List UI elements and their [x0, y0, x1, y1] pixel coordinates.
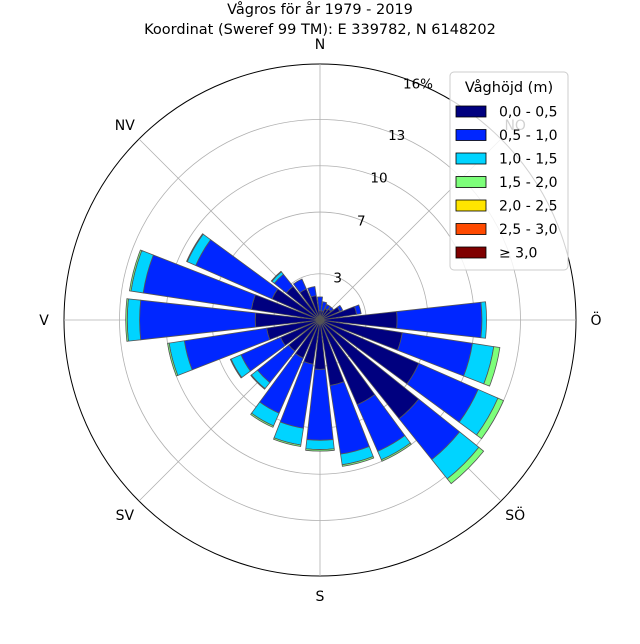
- polar-labels: NNOÖSÖSSVVNV37101316%: [39, 37, 601, 605]
- bar-segment-255-series-3: [167, 342, 179, 377]
- ring-label-13: 13: [388, 128, 405, 144]
- ring-label-3: 3: [333, 270, 342, 286]
- bar-segment-180-series-3: [305, 448, 335, 452]
- bar-segment-330-series-1: [293, 278, 307, 294]
- chart-subtitle: Koordinat (Sweref 99 TM): E 339782, N 61…: [144, 22, 496, 38]
- legend-label-6: ≥ 3,0: [499, 246, 537, 262]
- ring-label-10: 10: [370, 171, 387, 187]
- bar-segment-0-series-1: [317, 296, 323, 312]
- direction-label-s: S: [316, 589, 325, 605]
- direction-label-v: V: [39, 313, 49, 329]
- legend-swatch-6: [455, 246, 487, 259]
- legend-title: Våghöjd (m): [465, 79, 553, 96]
- legend-swatch-5: [455, 223, 487, 235]
- bar-segment-315-series-3: [270, 270, 282, 282]
- ring-label-7: 7: [357, 213, 366, 229]
- legend-label-3: 1,5 - 2,0: [499, 175, 557, 191]
- bar-segment-195-series-3: [273, 437, 302, 447]
- bar-segment-45-series-1: [328, 306, 334, 312]
- bar-segment-240-series-3: [229, 358, 243, 379]
- legend-label-5: 2,5 - 3,0: [499, 222, 557, 238]
- bar-segment-270-series-3: [125, 298, 129, 342]
- bar-segment-120-series-3: [476, 397, 504, 440]
- legend-swatch-2: [455, 152, 487, 165]
- bar-segment-60-series-1: [337, 304, 343, 312]
- direction-label-sv: SV: [116, 508, 135, 524]
- bar-segment-150-series-3: [380, 442, 412, 462]
- bar-segment-90-series-2: [480, 301, 487, 339]
- bar-segment-210-series-3: [250, 412, 274, 428]
- bar-segment-105-series-3: [483, 346, 501, 387]
- bar-segment-165-series-3: [341, 456, 375, 467]
- rose-bars: [125, 233, 504, 485]
- ring-label-16: 16%: [403, 77, 433, 93]
- bar-segment-15-series-1: [321, 301, 328, 312]
- direction-label-nv: NV: [115, 118, 135, 134]
- legend: Våghöjd (m) 0,0 - 0,5 0,5 - 1,0 1,0 - 1,5 1,…: [449, 71, 569, 271]
- chart-title: Vågros för år 1979 - 2019: [227, 1, 413, 18]
- bar-segment-300-series-3: [186, 233, 204, 263]
- bar-segment-270-series-2: [126, 298, 142, 342]
- legend-label-2: 1,0 - 1,5: [499, 152, 557, 168]
- legend-box: [449, 71, 569, 271]
- bar-segment-180-series-2: [305, 439, 335, 450]
- legend-label-1: 0,5 - 1,0: [499, 128, 557, 144]
- bar-segment-30-series-1: [324, 304, 331, 311]
- direction-label-n: N: [315, 37, 325, 53]
- bar-segment-135-series-3: [446, 446, 485, 485]
- legend-swatch-1: [455, 129, 487, 141]
- bar-segment-75-series-1: [354, 304, 362, 315]
- bar-segment-225-series-3: [250, 374, 266, 390]
- legend-label-0: 0,0 - 0,5: [499, 105, 557, 121]
- bar-segment-285-series-3: [129, 249, 143, 292]
- legend-swatch-0: [455, 105, 487, 118]
- direction-label-: Ö: [590, 311, 601, 329]
- legend-swatch-3: [455, 176, 487, 188]
- direction-label-s: SÖ: [505, 506, 525, 524]
- legend-swatch-4: [455, 199, 487, 212]
- legend-label-4: 2,0 - 2,5: [499, 199, 557, 215]
- bar-segment-345-series-1: [307, 286, 317, 298]
